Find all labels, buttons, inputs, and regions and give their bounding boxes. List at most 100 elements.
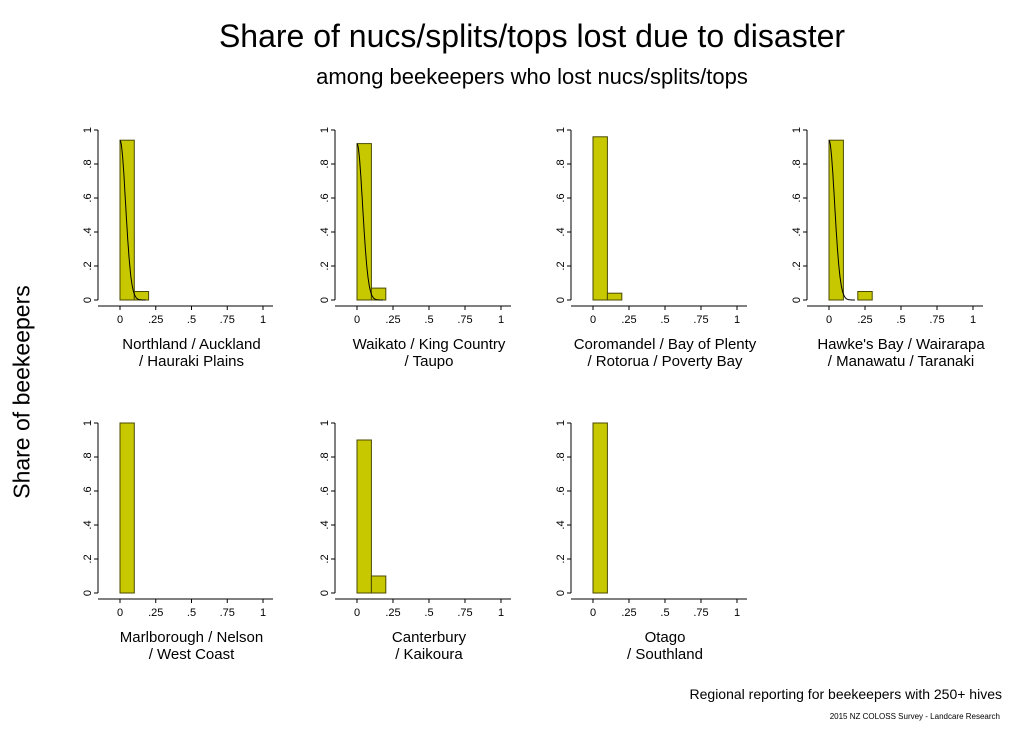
histogram-panel: 0 .2 .4 .6 .8 1 0 .25 .5 .75 1 Coromandel / Bay of … xyxy=(555,127,757,370)
x-tick-label: 0 xyxy=(590,607,596,619)
y-tick-label: .8 xyxy=(791,159,803,168)
y-tick-label: .6 xyxy=(82,193,94,202)
y-tick-label: 1 xyxy=(555,127,567,133)
x-tick-label: 0 xyxy=(590,314,596,326)
y-tick-label: .6 xyxy=(791,193,803,202)
panel-region-label: / Taupo xyxy=(405,353,454,370)
y-tick-label: 1 xyxy=(82,127,94,133)
y-tick-label: .4 xyxy=(791,227,803,236)
y-tick-label: .8 xyxy=(555,452,567,461)
x-tick-label: .25 xyxy=(621,314,636,326)
y-tick-label: 0 xyxy=(555,297,567,303)
panel-region-label: Otago xyxy=(645,629,686,646)
y-tick-label: .2 xyxy=(555,554,567,563)
histogram-bar xyxy=(606,292,623,301)
x-tick-label: 0 xyxy=(117,607,123,619)
x-tick-label: 0 xyxy=(354,314,360,326)
x-tick-label: .5 xyxy=(660,607,669,619)
x-tick-label: .75 xyxy=(693,607,708,619)
y-tick-label: 0 xyxy=(319,590,331,596)
x-tick-label: 1 xyxy=(498,607,504,619)
x-tick-label: 1 xyxy=(734,607,740,619)
histogram-panel: 0 .2 .4 .6 .8 1 0 .25 .5 .75 1 Otago/ Southland xyxy=(555,420,747,663)
x-tick-label: .25 xyxy=(385,314,400,326)
x-tick-label: .5 xyxy=(896,314,905,326)
x-tick-label: .75 xyxy=(929,314,944,326)
density-curve xyxy=(356,143,383,301)
y-tick-label: .8 xyxy=(82,452,94,461)
y-tick-label: .6 xyxy=(319,193,331,202)
y-tick-label: 1 xyxy=(791,127,803,133)
y-tick-label: .6 xyxy=(555,486,567,495)
x-tick-label: .25 xyxy=(148,314,163,326)
y-tick-label: .2 xyxy=(319,554,331,563)
panel-region-label: / Manawatu / Taranaki xyxy=(828,353,974,370)
panel-region-label: / Kaikoura xyxy=(395,646,463,663)
density-curve xyxy=(828,139,855,301)
panel-region-label: / West Coast xyxy=(149,646,235,663)
y-tick-label: 1 xyxy=(82,420,94,426)
histogram-bar xyxy=(370,575,387,594)
y-tick-label: .6 xyxy=(555,193,567,202)
histogram-bar xyxy=(356,439,372,594)
x-tick-label: 0 xyxy=(354,607,360,619)
panel-region-label: / Rotorua / Poverty Bay xyxy=(587,353,743,370)
x-tick-label: .5 xyxy=(660,314,669,326)
y-tick-label: .4 xyxy=(319,520,331,529)
x-tick-label: 1 xyxy=(260,314,266,326)
y-tick-label: .4 xyxy=(82,520,94,529)
x-tick-label: .5 xyxy=(424,607,433,619)
y-tick-label: 1 xyxy=(319,420,331,426)
panel-region-label: Hawke's Bay / Wairarapa xyxy=(817,336,985,353)
density-curve xyxy=(119,139,146,301)
panel-region-label: Northland / Auckland xyxy=(122,336,260,353)
y-tick-label: .8 xyxy=(555,159,567,168)
y-tick-label: .8 xyxy=(319,452,331,461)
y-tick-label: 0 xyxy=(82,590,94,596)
histogram-bar xyxy=(592,422,608,594)
x-tick-label: .75 xyxy=(457,314,472,326)
histogram-bar xyxy=(857,291,873,301)
x-tick-label: .25 xyxy=(148,607,163,619)
x-tick-label: .75 xyxy=(693,314,708,326)
x-tick-label: .5 xyxy=(187,314,196,326)
histogram-panel: 0 .2 .4 .6 .8 1 0 .25 .5 .75 1 Marlborough / Nelson… xyxy=(82,420,273,663)
x-tick-label: .25 xyxy=(621,607,636,619)
y-tick-label: .2 xyxy=(555,261,567,270)
y-tick-label: .2 xyxy=(82,554,94,563)
y-tick-label: .4 xyxy=(319,227,331,236)
x-tick-label: .75 xyxy=(220,314,235,326)
x-tick-label: .5 xyxy=(424,314,433,326)
x-tick-label: 1 xyxy=(970,314,976,326)
histogram-bar xyxy=(592,136,608,301)
panel-region-label: Coromandel / Bay of Plenty xyxy=(574,336,757,353)
y-tick-label: .8 xyxy=(82,159,94,168)
y-tick-label: .2 xyxy=(319,261,331,270)
x-tick-label: .25 xyxy=(857,314,872,326)
panel-region-label: Marlborough / Nelson xyxy=(120,629,263,646)
histogram-bar xyxy=(356,143,372,301)
y-tick-label: .4 xyxy=(555,227,567,236)
y-tick-label: .8 xyxy=(319,159,331,168)
panel-region-label: / Southland xyxy=(627,646,703,663)
x-tick-label: .25 xyxy=(385,607,400,619)
source-credit: 2015 NZ COLOSS Survey - Landcare Researc… xyxy=(829,712,1000,721)
y-tick-label: .6 xyxy=(319,486,331,495)
x-tick-label: 0 xyxy=(117,314,123,326)
panel-region-label: Canterbury xyxy=(392,629,467,646)
y-tick-label: .6 xyxy=(82,486,94,495)
y-tick-label: .2 xyxy=(82,261,94,270)
x-tick-label: .5 xyxy=(187,607,196,619)
x-tick-label: 0 xyxy=(826,314,832,326)
chart-subtitle: among beekeepers who lost nucs/splits/to… xyxy=(316,64,748,89)
panel-region-label: Waikato / King Country xyxy=(353,336,506,353)
histogram-panel: 0 .2 .4 .6 .8 1 0 .25 .5 .75 1 Waikato / King Count… xyxy=(319,127,511,370)
y-tick-label: .4 xyxy=(82,227,94,236)
histogram-bar xyxy=(828,139,844,301)
y-tick-label: 0 xyxy=(319,297,331,303)
y-tick-label: 0 xyxy=(791,297,803,303)
y-tick-label: .2 xyxy=(791,261,803,270)
x-tick-label: 1 xyxy=(260,607,266,619)
